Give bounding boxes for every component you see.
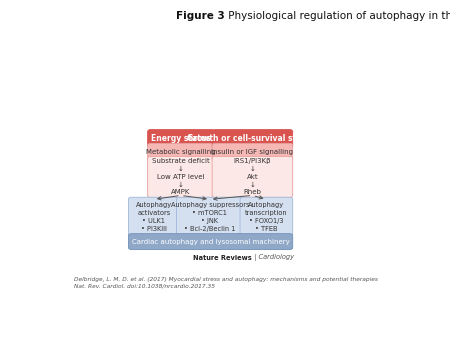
- Text: Physiological regulation of autophagy in the heart: Physiological regulation of autophagy in…: [225, 11, 450, 21]
- Text: Growth or cell-survival stimuli: Growth or cell-survival stimuli: [187, 134, 318, 143]
- Text: Metabolic signalling: Metabolic signalling: [146, 149, 216, 155]
- Text: Cardiac autophagy and lysosomal machinery: Cardiac autophagy and lysosomal machiner…: [132, 239, 289, 245]
- Text: Autophagy
activators
• ULK1
• PI3KIII: Autophagy activators • ULK1 • PI3KIII: [136, 202, 172, 232]
- Text: Autophagy
transcription
• FOXO1/3
• TFEB: Autophagy transcription • FOXO1/3 • TFEB: [245, 202, 288, 232]
- Text: | Cardiology: | Cardiology: [252, 255, 293, 261]
- FancyBboxPatch shape: [176, 197, 243, 237]
- Text: Figure 3: Figure 3: [176, 11, 225, 21]
- Text: Substrate deficit
↓
Low ATP level
↓
AMPK: Substrate deficit ↓ Low ATP level ↓ AMPK: [152, 159, 210, 195]
- FancyBboxPatch shape: [212, 129, 292, 148]
- Text: Energy status: Energy status: [151, 134, 211, 143]
- Text: Insulin or IGF signalling: Insulin or IGF signalling: [212, 149, 293, 155]
- Text: IRS1/PI3Kβ
↓
Akt
↓
Rheb: IRS1/PI3Kβ ↓ Akt ↓ Rheb: [234, 159, 271, 195]
- FancyBboxPatch shape: [128, 197, 180, 237]
- Text: Delbridge, L. M. D. et al. (2017) Myocardial stress and autophagy: mechanisms an: Delbridge, L. M. D. et al. (2017) Myocar…: [74, 277, 378, 282]
- FancyBboxPatch shape: [148, 129, 214, 148]
- FancyBboxPatch shape: [212, 156, 292, 197]
- FancyBboxPatch shape: [212, 143, 292, 161]
- FancyBboxPatch shape: [240, 197, 292, 237]
- Text: Nature Reviews: Nature Reviews: [193, 255, 252, 261]
- FancyBboxPatch shape: [148, 156, 214, 197]
- Text: Nat. Rev. Cardiol. doi:10.1038/nrcardio.2017.35: Nat. Rev. Cardiol. doi:10.1038/nrcardio.…: [74, 284, 215, 289]
- Text: Autophagy suppressors
• mTORC1
• JNK
• Bcl-2/Beclin 1: Autophagy suppressors • mTORC1 • JNK • B…: [171, 202, 249, 232]
- FancyBboxPatch shape: [148, 143, 214, 161]
- FancyBboxPatch shape: [128, 234, 292, 249]
